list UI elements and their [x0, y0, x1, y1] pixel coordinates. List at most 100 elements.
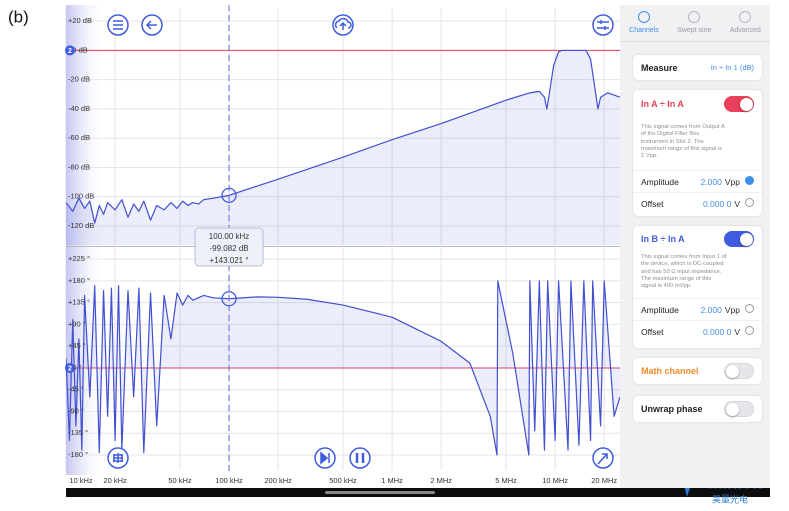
channel-card: In B ÷ In A This signal comes from Input… — [633, 226, 762, 348]
y-tick-label: +180 ° — [68, 276, 90, 285]
x-tick-label: 20 MHz — [591, 476, 617, 485]
param-unit: Vpp — [724, 177, 740, 188]
trace-area — [66, 280, 620, 456]
tab[interactable]: Swept sine — [677, 5, 711, 41]
reference-marker — [65, 362, 75, 373]
y-tick-label: +225 ° — [68, 254, 90, 263]
back-button[interactable] — [141, 14, 163, 36]
x-tick-label: 20 kHz — [103, 476, 127, 485]
y-tick-label: -120 dB — [68, 221, 94, 230]
cursor-point — [221, 291, 237, 307]
trace-area — [66, 50, 620, 245]
amplitude-row[interactable]: Amplitude 2.000 Vpp — [633, 298, 762, 320]
x-tick-label: 200 kHz — [264, 476, 292, 485]
toggle-label: Math channel — [641, 366, 699, 376]
channel-description: This signal comes from Output A of the D… — [641, 124, 725, 160]
x-tick-label: 10 kHz — [69, 476, 93, 485]
measure-label: Measure — [641, 62, 678, 73]
toggle-card: Unwrap phase — [633, 396, 762, 422]
x-tick-label: 5 MHz — [495, 476, 517, 485]
left-shade — [66, 5, 106, 475]
cursor-button[interactable] — [592, 447, 614, 469]
param-label: Amplitude — [641, 304, 679, 315]
watermark-subtitle: 昊量光电 — [712, 493, 748, 504]
upload-button[interactable] — [332, 14, 354, 36]
x-tick-label: 50 kHz — [168, 476, 192, 485]
tab-label: Swept sine — [677, 27, 712, 34]
toggle-label: Unwrap phase — [641, 404, 703, 414]
x-tick-label: 2 MHz — [430, 476, 452, 485]
param-unit: V — [734, 199, 740, 210]
y-tick-label: -20 dB — [68, 75, 90, 84]
y-tick-label: +90 ° — [68, 319, 86, 328]
y-tick-label: -180 ° — [68, 450, 88, 459]
param-value: 2.000 — [700, 177, 722, 188]
param-value: 2.000 — [700, 305, 722, 316]
menu-button[interactable] — [107, 14, 129, 36]
measure-card[interactable]: Measure In ÷ In 1 (dB) — [633, 55, 762, 80]
x-tick-label: 100 kHz — [215, 476, 243, 485]
channel-title: In B ÷ In A — [641, 234, 685, 244]
tab[interactable]: Channels — [629, 5, 659, 41]
channel-card: In A ÷ In A This signal comes from Outpu… — [633, 90, 762, 216]
toggle[interactable] — [724, 401, 754, 417]
tab-label: Channels — [629, 27, 659, 34]
tab[interactable]: Advanced — [730, 5, 761, 41]
step-button[interactable] — [314, 447, 336, 469]
sidebar: Channels Swept sine Advanced Measure In … — [620, 5, 770, 488]
x-tick-label: 500 kHz — [329, 476, 357, 485]
y-tick-label: -135 ° — [68, 428, 88, 437]
x-tick-label: 10 MHz — [542, 476, 568, 485]
cursor-label: 100.00 kHz — [209, 232, 249, 241]
reference-label: 2 — [68, 365, 72, 372]
figure-label: (b) — [8, 7, 29, 26]
tab-bar: Channels Swept sine Advanced — [620, 5, 770, 42]
amplitude-row[interactable]: Amplitude 2.000 Vpp — [633, 170, 762, 192]
toggle[interactable] — [724, 363, 754, 379]
channel-description: This signal comes from Input 1 of the de… — [641, 254, 727, 290]
y-tick-label: +45 ° — [68, 341, 86, 350]
trace-group — [66, 280, 620, 456]
reference-label: 2 — [68, 48, 72, 55]
reference-marker — [65, 45, 75, 56]
param-value: 0.000 0 — [702, 199, 732, 210]
y-tick-label: -60 dB — [68, 133, 90, 142]
y-tick-label: +20 dB — [68, 16, 92, 25]
trace-line — [66, 280, 620, 456]
traces — [66, 49, 620, 456]
channel-toggle[interactable] — [724, 96, 754, 112]
y-tick-label: -40 dB — [68, 104, 90, 113]
y-tick-label: -100 dB — [68, 192, 94, 201]
grid-button[interactable] — [107, 447, 129, 469]
param-label: Offset — [641, 326, 664, 337]
param-label: Amplitude — [641, 176, 679, 187]
trace-group — [66, 49, 620, 245]
cursor-point — [221, 187, 237, 204]
cursor-box — [194, 227, 264, 267]
y-tick-label: +135 ° — [68, 298, 90, 307]
y-tick-label: -90 ° — [68, 406, 84, 415]
param-unit: V — [734, 327, 740, 338]
param-unit: Vpp — [724, 305, 740, 316]
channel-toggle[interactable] — [724, 231, 754, 247]
y-tick-label: -80 dB — [68, 162, 90, 171]
overlay: +20 dB +0 dB -20 dB -40 dB -60 dB -80 dB -100 … — [65, 5, 617, 485]
param-label: Offset — [641, 198, 664, 209]
pause-button[interactable] — [349, 447, 371, 469]
cursor-label: -99.082 dB — [209, 244, 248, 253]
y-tick-label: +0 dB — [68, 45, 88, 54]
y-tick-label: -45 ° — [68, 385, 84, 394]
channel-title: In A ÷ In A — [641, 99, 684, 109]
home-indicator — [325, 491, 435, 494]
settings-button[interactable] — [592, 14, 614, 36]
tab-label: Advanced — [729, 27, 761, 34]
x-tick-label: 1 MHz — [381, 476, 403, 485]
trace-line — [66, 49, 620, 224]
param-value: 0.000 0 — [702, 327, 732, 338]
toggle-card: Math channel — [633, 358, 762, 384]
cursor-label: +143.021 ° — [210, 256, 249, 265]
